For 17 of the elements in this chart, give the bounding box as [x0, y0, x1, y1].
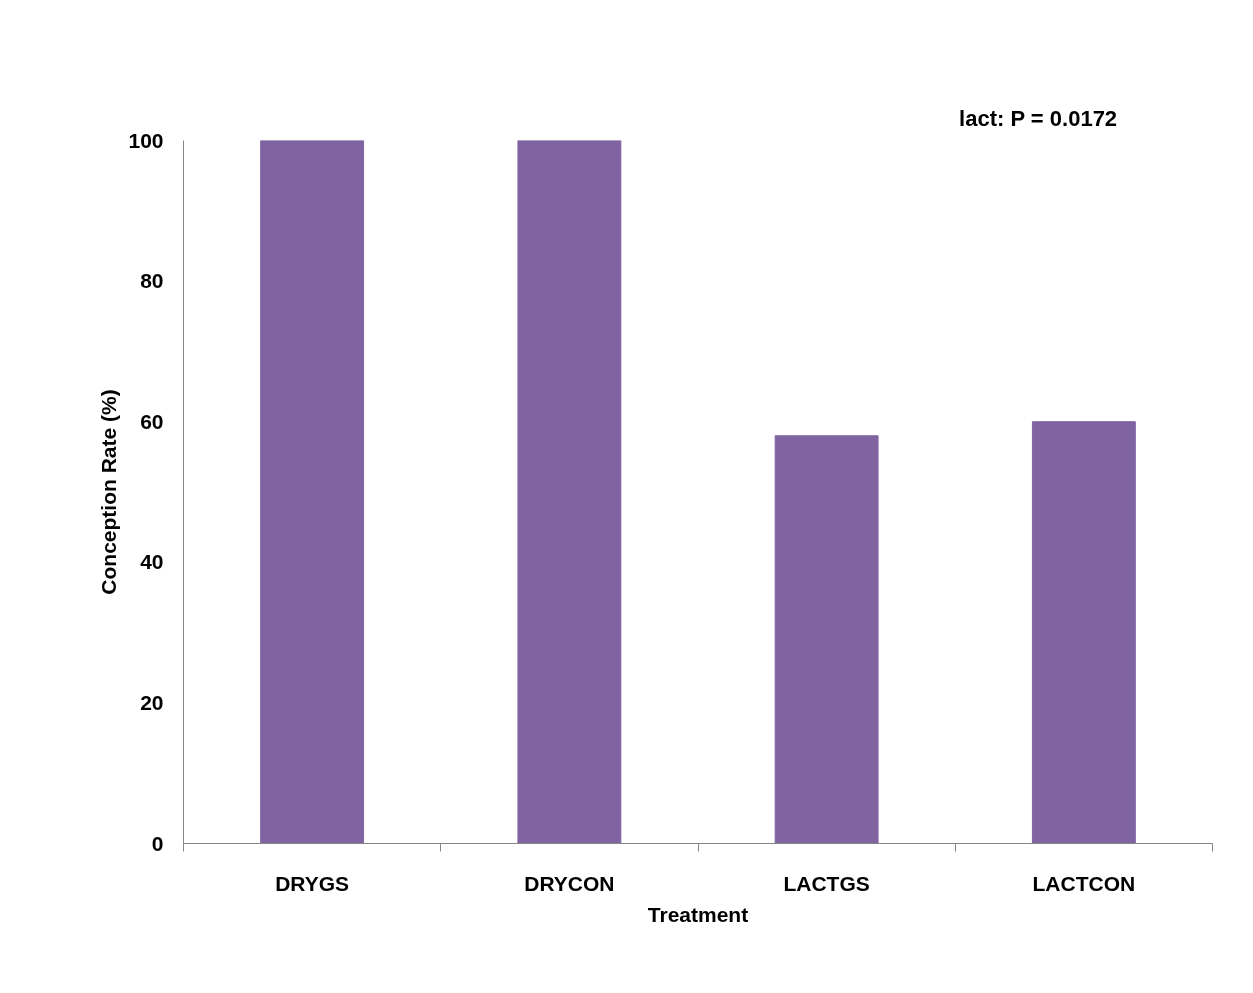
y-tick-label: 80	[140, 269, 164, 293]
bar	[774, 435, 879, 844]
y-tick-label: 60	[140, 409, 164, 433]
x-axis-title: Treatment	[647, 902, 749, 926]
y-tick-label: 100	[128, 128, 164, 152]
y-tick-label: 40	[140, 550, 164, 574]
x-tick-label: DRYGS	[275, 871, 350, 895]
x-tick-label: LACTCON	[1032, 871, 1136, 895]
y-axis-title: Conception Rate (%)	[97, 389, 121, 595]
bar	[260, 140, 365, 844]
y-tick-label: 0	[151, 831, 164, 855]
x-tick-label: DRYCON	[524, 871, 615, 895]
bar	[517, 140, 622, 844]
x-tick-label: LACTGS	[783, 871, 870, 895]
bar	[1031, 421, 1136, 844]
text: lact: P = 0.0172	[959, 105, 1118, 131]
y-tick-label: 20	[140, 690, 164, 714]
